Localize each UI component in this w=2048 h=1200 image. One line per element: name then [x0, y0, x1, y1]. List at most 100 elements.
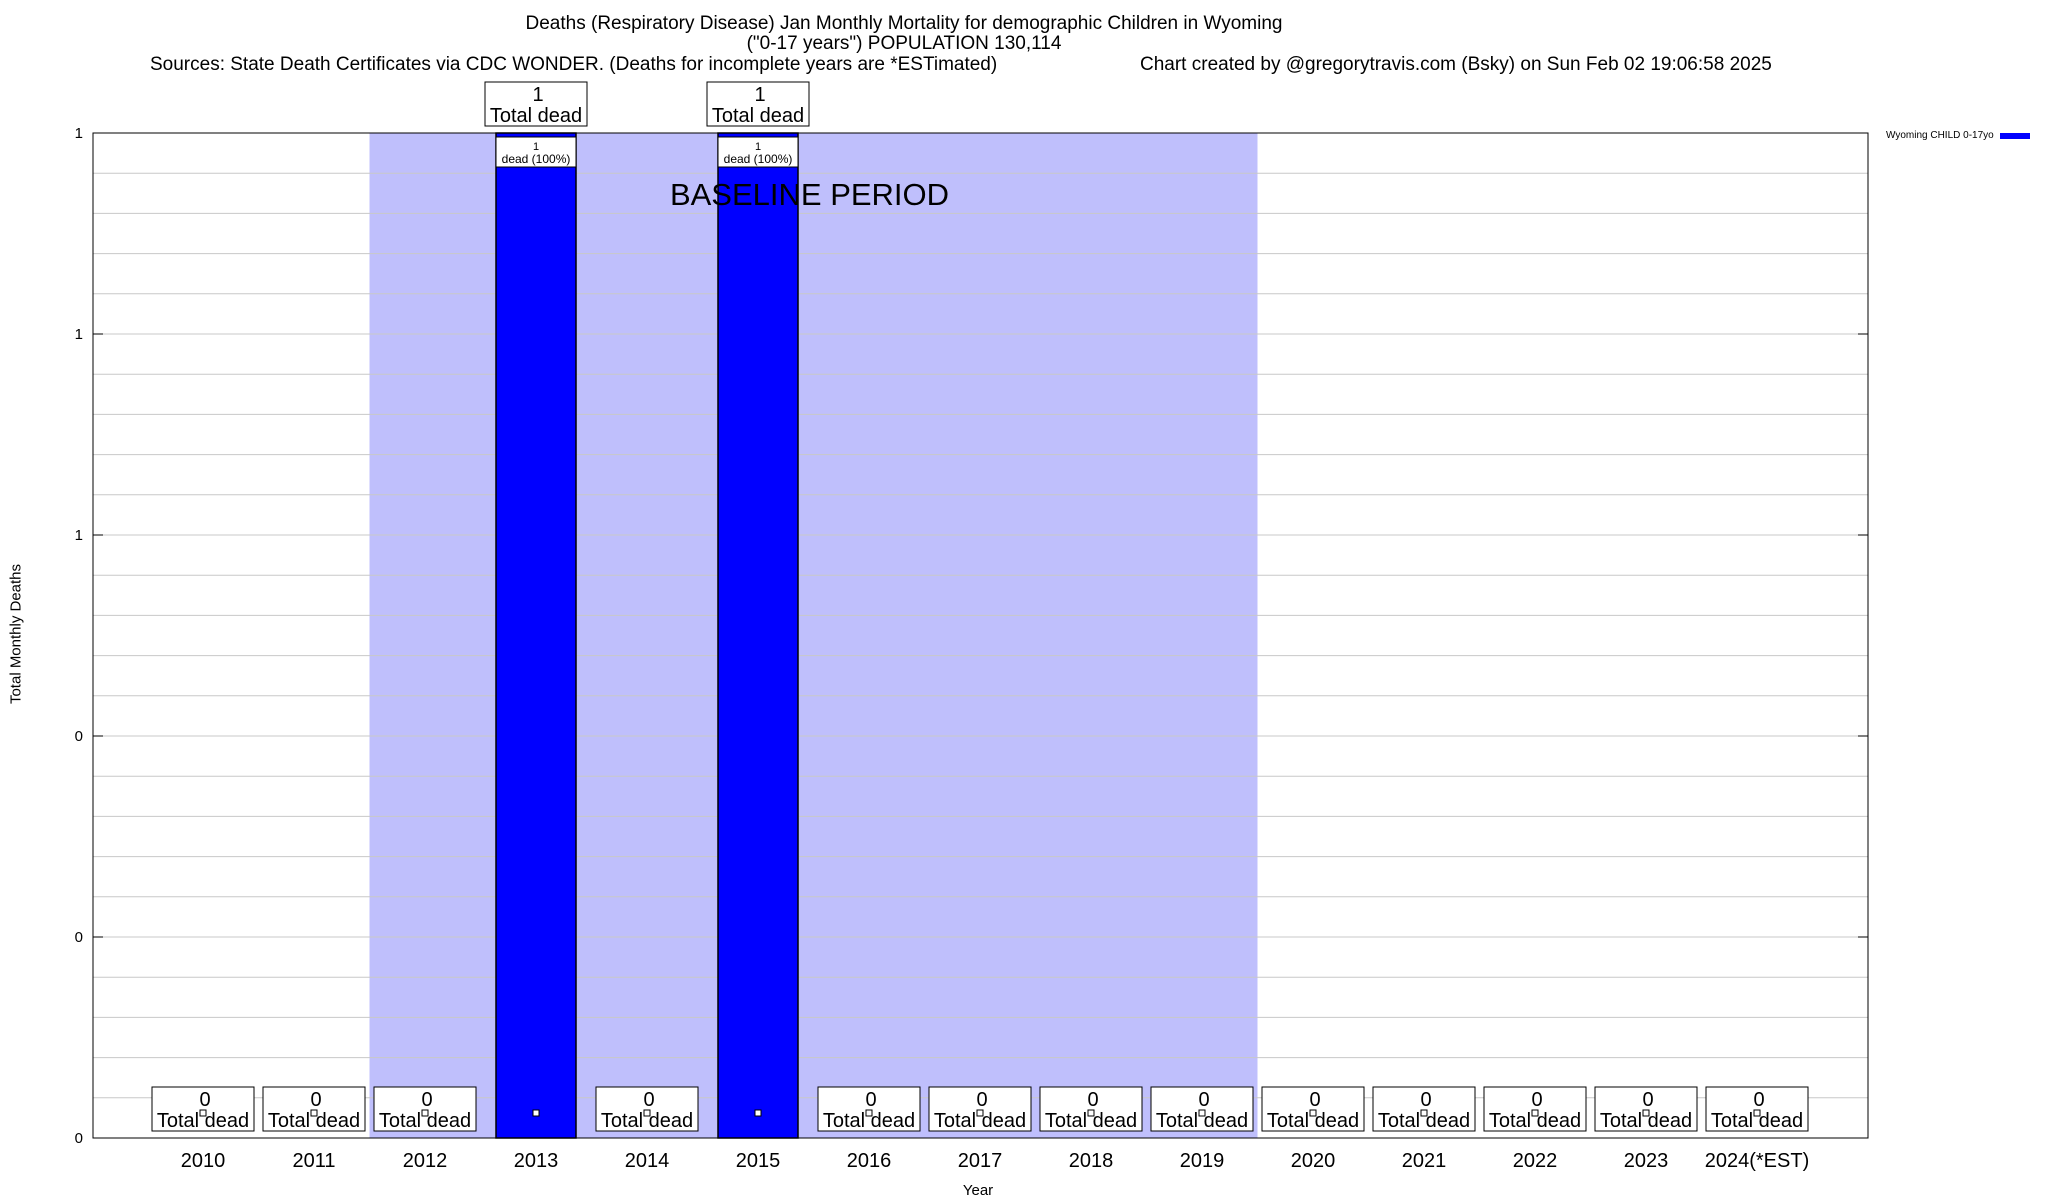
- total-dead-text: Total dead: [157, 1110, 249, 1132]
- total-dead-box: [1483, 1086, 1587, 1132]
- total-dead-value: 0: [1420, 1089, 1431, 1111]
- x-marker: [532, 1109, 540, 1117]
- total-dead-value: 0: [1642, 1089, 1653, 1111]
- y-axis-label: Total Monthly Deaths: [7, 563, 25, 705]
- x-marker: [199, 1109, 207, 1117]
- x-tick-label: 2014: [625, 1150, 670, 1172]
- bar-label-text: dead (100%): [724, 152, 793, 166]
- total-dead-text: Total dead: [1156, 1110, 1248, 1132]
- x-tick-label: 2024(*EST): [1705, 1150, 1810, 1172]
- total-dead-value: 1: [754, 84, 765, 106]
- x-marker: [1309, 1109, 1317, 1117]
- total-dead-value: 0: [1309, 1089, 1320, 1111]
- total-dead-value: 0: [1087, 1089, 1098, 1111]
- y-tick-label: 0: [75, 728, 83, 745]
- y-tick-label: 0: [75, 929, 83, 946]
- x-marker: [865, 1109, 873, 1117]
- x-tick-label: 2022: [1513, 1150, 1558, 1172]
- x-marker: [976, 1109, 984, 1117]
- y-tick-label: 1: [75, 326, 83, 343]
- chart-title-line1: Deaths (Respiratory Disease) Jan Monthly…: [525, 13, 1283, 34]
- chart-sources: Sources: State Death Certificates via CD…: [150, 54, 998, 75]
- x-tick-label: 2018: [1069, 1150, 1114, 1172]
- total-dead-text: Total dead: [1489, 1110, 1581, 1132]
- total-dead-value: 0: [199, 1089, 210, 1111]
- legend-swatch: [1999, 132, 2030, 139]
- x-marker: [1531, 1109, 1539, 1117]
- x-tick-label: 2011: [292, 1150, 335, 1172]
- x-marker: [1642, 1109, 1650, 1117]
- total-dead-text: Total dead: [601, 1110, 693, 1132]
- x-marker: [421, 1109, 429, 1117]
- x-tick-label: 2010: [181, 1150, 226, 1172]
- total-dead-text: Total dead: [268, 1110, 360, 1132]
- legend-entry-label: Wyoming CHILD 0-17yo: [1886, 130, 1994, 141]
- total-dead-box: [706, 81, 810, 127]
- baseline-period-label: BASELINE PERIOD: [670, 177, 949, 212]
- total-dead-box: [484, 81, 588, 127]
- plot-frame: [92, 132, 1869, 1139]
- chart-title-line2: ("0-17 years") POPULATION 130,114: [746, 33, 1062, 54]
- x-axis-label: Year: [962, 1182, 994, 1199]
- total-dead-box: [262, 1086, 366, 1132]
- legend: Wyoming CHILD 0-17yo: [1886, 130, 2030, 141]
- total-dead-box: [1594, 1086, 1698, 1132]
- total-dead-box: [928, 1086, 1032, 1132]
- x-marker: [1420, 1109, 1428, 1117]
- total-dead-value: 0: [976, 1089, 987, 1111]
- total-dead-value: 0: [865, 1089, 876, 1111]
- x-marker: [310, 1109, 318, 1117]
- total-dead-value: 0: [421, 1089, 432, 1111]
- bar-label-value: 1: [755, 141, 761, 153]
- bar-label-box: [495, 136, 577, 168]
- total-dead-value: 0: [310, 1089, 321, 1111]
- y-tick-label: 1: [75, 527, 83, 544]
- total-dead-box: [1150, 1086, 1254, 1132]
- x-tick-label: 2020: [1291, 1150, 1336, 1172]
- x-marker: [1087, 1109, 1095, 1117]
- total-dead-text: Total dead: [934, 1110, 1026, 1132]
- total-dead-box: [1705, 1086, 1809, 1132]
- total-dead-value: 0: [643, 1089, 654, 1111]
- total-dead-box: [1039, 1086, 1143, 1132]
- total-dead-box: [817, 1086, 921, 1132]
- x-tick-label: 2013: [514, 1150, 559, 1172]
- y-tick-label: 1: [75, 125, 83, 142]
- total-dead-text: Total dead: [823, 1110, 915, 1132]
- x-tick-label: 2021: [1402, 1150, 1447, 1172]
- total-dead-box: [373, 1086, 477, 1132]
- total-dead-text: Total dead: [1378, 1110, 1470, 1132]
- x-tick-label: 2015: [736, 1150, 781, 1172]
- total-dead-value: 0: [1198, 1089, 1209, 1111]
- bar-label-value: 1: [533, 141, 539, 153]
- x-marker: [1753, 1109, 1761, 1117]
- total-dead-box: [1261, 1086, 1365, 1132]
- total-dead-text: Total dead: [1267, 1110, 1359, 1132]
- bar: [717, 132, 799, 1139]
- bar: [495, 132, 577, 1139]
- total-dead-box: [1372, 1086, 1476, 1132]
- x-tick-label: 2023: [1624, 1150, 1669, 1172]
- x-tick-label: 2012: [403, 1150, 448, 1172]
- x-marker: [754, 1109, 762, 1117]
- chart-credit: Chart created by @gregorytravis.com (Bsk…: [1140, 54, 1772, 75]
- total-dead-text: Total dead: [379, 1110, 471, 1132]
- total-dead-value: 1: [532, 84, 543, 106]
- total-dead-text: Total dead: [1045, 1110, 1137, 1132]
- y-tick-label: 0: [75, 1130, 83, 1147]
- x-marker: [1198, 1109, 1206, 1117]
- total-dead-text: Total dead: [712, 105, 804, 127]
- x-tick-label: 2017: [958, 1150, 1003, 1172]
- total-dead-text: Total dead: [1600, 1110, 1692, 1132]
- x-marker: [643, 1109, 651, 1117]
- total-dead-box: [595, 1086, 699, 1132]
- total-dead-value: 0: [1531, 1089, 1542, 1111]
- total-dead-text: Total dead: [490, 105, 582, 127]
- x-tick-label: 2019: [1180, 1150, 1225, 1172]
- total-dead-box: [151, 1086, 255, 1132]
- bar-label-text: dead (100%): [502, 152, 571, 166]
- total-dead-text: Total dead: [1711, 1110, 1803, 1132]
- x-tick-label: 2016: [847, 1150, 892, 1172]
- bar-label-box: [717, 136, 799, 168]
